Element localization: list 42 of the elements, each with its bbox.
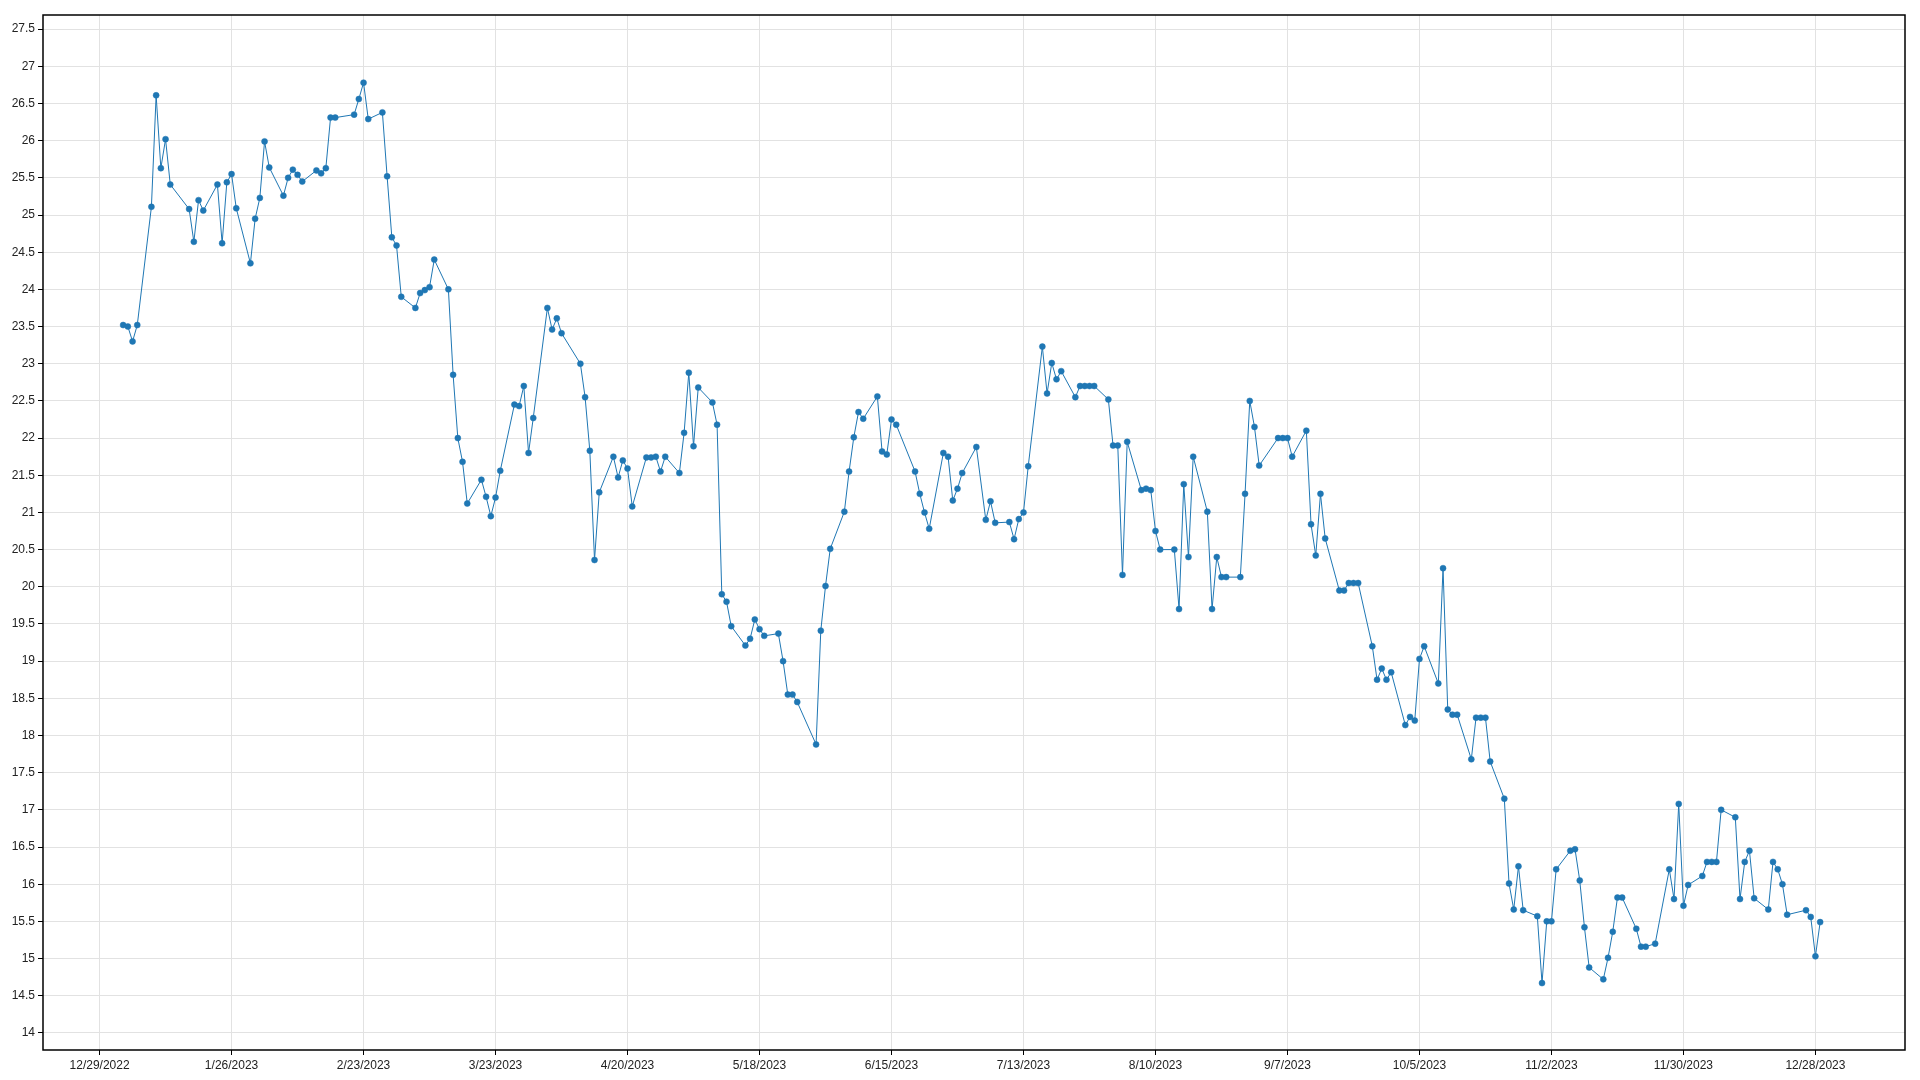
x-tick-label: 7/13/2023 xyxy=(996,1057,1051,1072)
y-tick-label: 24.5 xyxy=(11,244,36,259)
x-tick-label: 3/23/2023 xyxy=(468,1057,523,1072)
y-tick-label: 27 xyxy=(21,58,36,73)
y-tick-label: 27.5 xyxy=(11,21,36,36)
x-tick-label: 4/20/2023 xyxy=(600,1057,655,1072)
y-tick-label: 23 xyxy=(21,356,36,371)
y-tick-label: 21 xyxy=(21,504,36,519)
y-tick-label: 25 xyxy=(21,207,36,222)
y-tick-label: 22.5 xyxy=(11,393,36,408)
y-tick-label: 20.5 xyxy=(11,541,36,556)
x-tick-label: 2/23/2023 xyxy=(336,1057,391,1072)
y-tick-label: 18 xyxy=(21,727,36,742)
x-tick-label: 10/5/2023 xyxy=(1392,1057,1447,1072)
x-tick-label: 6/15/2023 xyxy=(864,1057,919,1072)
y-tick-label: 23.5 xyxy=(11,318,36,333)
x-tick-label: 12/28/2023 xyxy=(1785,1057,1846,1072)
y-tick-label: 22 xyxy=(21,430,36,445)
y-tick-label: 26.5 xyxy=(11,95,36,110)
y-tick-label: 14 xyxy=(21,1025,36,1040)
y-tick-label: 24 xyxy=(21,281,36,296)
y-tick-label: 18.5 xyxy=(11,690,36,705)
y-tick-label: 17.5 xyxy=(11,764,36,779)
y-tick-label: 16 xyxy=(21,876,36,891)
y-tick-label: 15.5 xyxy=(11,913,36,928)
x-tick-label: 5/18/2023 xyxy=(732,1057,787,1072)
y-tick-label: 19.5 xyxy=(11,616,36,631)
y-tick-label: 20 xyxy=(21,579,36,594)
y-tick-label: 14.5 xyxy=(11,988,36,1003)
x-tick-label: 12/29/2022 xyxy=(69,1057,130,1072)
x-tick-label: 8/10/2023 xyxy=(1128,1057,1183,1072)
y-tick-label: 15 xyxy=(21,950,36,965)
y-tick-label: 21.5 xyxy=(11,467,36,482)
y-tick-label: 16.5 xyxy=(11,839,36,854)
x-tick-label: 11/30/2023 xyxy=(1653,1057,1714,1072)
x-tick-label: 11/2/2023 xyxy=(1525,1057,1579,1072)
x-tick-label: 9/7/2023 xyxy=(1264,1057,1312,1072)
y-tick-label: 26 xyxy=(21,132,36,147)
y-tick-label: 19 xyxy=(21,653,36,668)
y-tick-label: 17 xyxy=(21,802,36,817)
y-tick-label: 25.5 xyxy=(11,170,36,185)
x-tick-label: 1/26/2023 xyxy=(204,1057,259,1072)
